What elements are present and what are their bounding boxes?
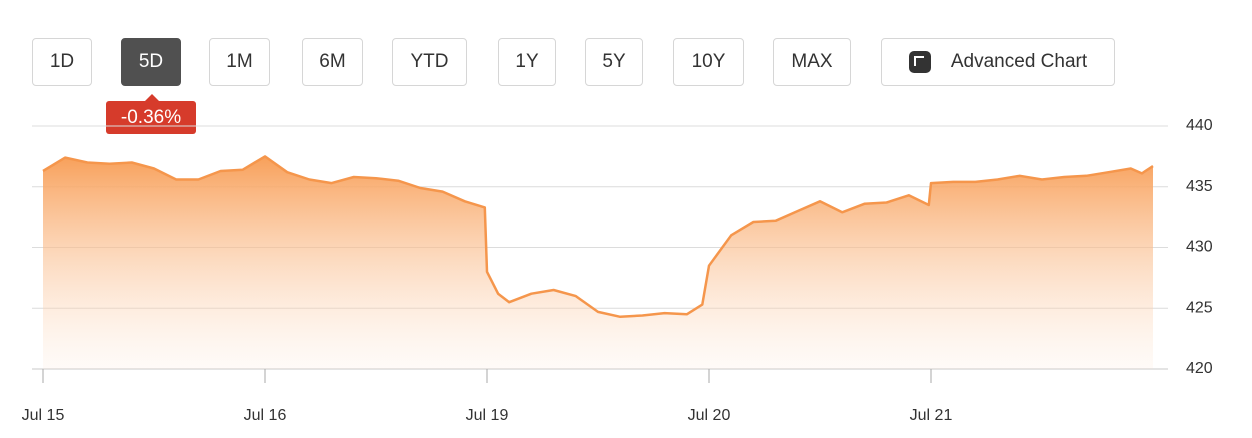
y-tick-label: 440: [1186, 117, 1213, 134]
button-label: 1D: [49, 51, 75, 72]
button-label: 5Y: [602, 51, 626, 72]
x-tick-label: Jul 16: [244, 407, 287, 424]
button-label: 6M: [319, 51, 346, 72]
range-button[interactable]: 10Y: [673, 38, 744, 86]
range-button[interactable]: 5D: [121, 38, 181, 86]
range-button[interactable]: 6M: [302, 38, 363, 86]
x-tick-label: Jul 20: [688, 407, 731, 424]
range-button[interactable]: 1M: [209, 38, 270, 86]
range-button[interactable]: MAX: [773, 38, 851, 86]
price-line: [42, 155, 1154, 319]
y-tick-label: 430: [1186, 239, 1213, 256]
range-button[interactable]: Advanced Chart: [881, 38, 1115, 86]
range-button[interactable]: YTD: [392, 38, 467, 86]
x-tick-label: Jul 19: [466, 407, 509, 424]
button-label: YTD: [410, 51, 449, 72]
y-tick-label: 435: [1186, 178, 1213, 195]
range-button[interactable]: 1Y: [498, 38, 556, 86]
button-label: 1Y: [515, 51, 539, 72]
button-label: 10Y: [691, 51, 726, 72]
chart-icon: [908, 51, 931, 73]
range-button[interactable]: 5Y: [585, 38, 643, 86]
area-fill: [43, 156, 1153, 369]
y-tick-label: 420: [1186, 360, 1213, 377]
button-label: Advanced Chart: [950, 51, 1088, 72]
button-label: 1M: [226, 51, 253, 72]
y-tick-label: 425: [1186, 299, 1213, 316]
range-button[interactable]: 1D: [32, 38, 92, 86]
x-tick-label: Jul 15: [22, 407, 65, 424]
change-badge: -0.36%: [106, 94, 196, 134]
button-label: 5D: [138, 51, 164, 72]
button-label: MAX: [791, 51, 833, 72]
x-tick-label: Jul 21: [910, 407, 953, 424]
